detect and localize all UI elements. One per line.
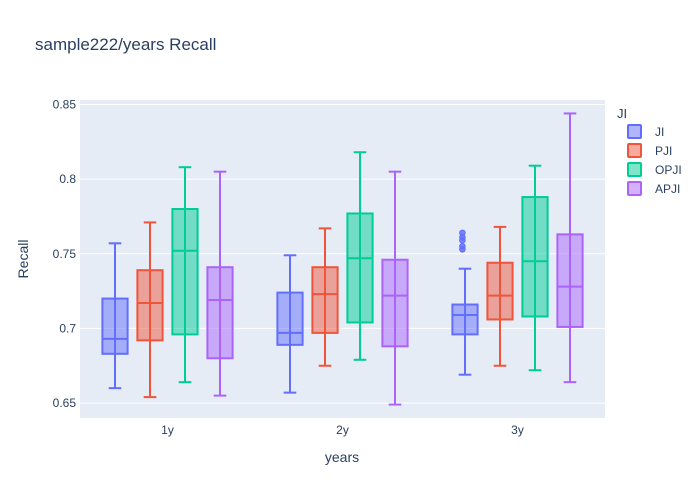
box-opji-1y [171, 166, 199, 384]
box-ji-3y [451, 229, 479, 376]
box-pji-1y [136, 221, 164, 399]
legend: JI JI PJI OPJI APJI [617, 106, 682, 196]
chart-title: sample222/years Recall [35, 35, 216, 54]
box-pji-2y [311, 227, 339, 367]
box-iqr [521, 196, 549, 318]
x-tick-label: 1y [161, 423, 174, 437]
box-iqr [381, 258, 409, 348]
legend-swatch [627, 162, 642, 177]
box-opji-3y [521, 164, 549, 372]
box-apji-3y [556, 112, 584, 384]
box-iqr [556, 233, 584, 328]
y-tick-label: 0.65 [53, 396, 77, 410]
y-tick-label: 0.75 [53, 247, 77, 261]
y-axis-label: Recall [15, 240, 31, 279]
box-ji-1y [101, 242, 129, 390]
y-axis-ticks: 0.65 0.7 0.75 0.8 0.85 [53, 97, 77, 410]
box-pji-3y [486, 225, 514, 367]
box-iqr [136, 269, 164, 342]
box-apji-1y [206, 170, 234, 397]
box-iqr [486, 261, 514, 321]
box-iqr [206, 266, 234, 360]
box-iqr [451, 303, 479, 336]
series-opji [171, 151, 549, 384]
box-iqr [276, 291, 304, 346]
x-axis-label: years [325, 449, 359, 465]
series-apji [206, 112, 584, 406]
box-series [101, 112, 584, 406]
y-tick-label: 0.85 [53, 97, 77, 111]
outlier-point [459, 243, 466, 250]
box-iqr [311, 266, 339, 334]
legend-item-ji[interactable]: JI [627, 124, 664, 139]
series-pji [136, 221, 514, 399]
legend-label: OPJI [655, 163, 682, 177]
legend-swatch [627, 181, 642, 196]
legend-label: APJI [655, 182, 680, 196]
legend-title: JI [617, 106, 627, 121]
box-iqr [346, 212, 374, 324]
legend-swatch [627, 143, 642, 158]
legend-item-apji[interactable]: APJI [627, 181, 680, 196]
legend-swatch [627, 124, 642, 139]
gridlines [80, 103, 605, 404]
y-tick-label: 0.8 [59, 172, 76, 186]
outlier-point [459, 229, 466, 237]
x-axis-ticks: 1y 2y 3y [161, 423, 524, 437]
legend-label: PJI [655, 144, 672, 158]
box-iqr [101, 297, 129, 355]
box-iqr [171, 207, 199, 336]
plot-area [80, 100, 605, 418]
box-opji-2y [346, 151, 374, 361]
legend-item-opji[interactable]: OPJI [627, 162, 682, 177]
x-tick-label: 3y [511, 423, 524, 437]
x-tick-label: 2y [336, 423, 349, 437]
box-ji-2y [276, 254, 304, 394]
legend-label: JI [655, 125, 664, 139]
y-tick-label: 0.7 [59, 321, 76, 335]
series-ji [101, 229, 479, 394]
box-apji-2y [381, 170, 409, 406]
legend-item-pji[interactable]: PJI [627, 143, 672, 158]
